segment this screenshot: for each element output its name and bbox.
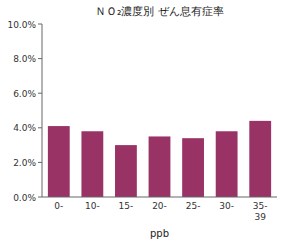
bar bbox=[249, 121, 271, 197]
x-tick-label-line: 39 bbox=[254, 212, 266, 222]
y-axis bbox=[42, 24, 43, 197]
x-tick-label-line: 30- bbox=[219, 201, 234, 211]
bar bbox=[115, 145, 137, 197]
y-tick bbox=[38, 24, 42, 25]
bar bbox=[216, 131, 238, 197]
y-tick bbox=[38, 58, 42, 59]
bar bbox=[48, 126, 70, 197]
y-tick bbox=[38, 127, 42, 128]
y-tick-label: 0.0% bbox=[13, 193, 36, 203]
x-tick-label: 15- bbox=[119, 201, 134, 211]
x-tick-label: 10- bbox=[85, 201, 100, 211]
y-tick-label: 10.0% bbox=[7, 20, 36, 30]
x-tick-label: 0- bbox=[54, 201, 63, 211]
y-tick bbox=[38, 93, 42, 94]
x-tick-label-line: 15- bbox=[119, 201, 134, 211]
x-tick-label-line: 35- bbox=[253, 201, 268, 211]
y-tick-label: 4.0% bbox=[13, 123, 36, 133]
y-tick-label: 2.0% bbox=[13, 158, 36, 168]
x-tick-label-line: 0- bbox=[54, 201, 63, 211]
title: ＮＯ₂濃度別 ぜん息有症率 bbox=[95, 5, 224, 18]
bar bbox=[149, 136, 171, 197]
y-tick-label: 6.0% bbox=[13, 89, 36, 99]
x-tick-label: 30- bbox=[219, 201, 234, 211]
x-axis bbox=[42, 197, 277, 198]
x-tick-label-line: 10- bbox=[85, 201, 100, 211]
y-tick bbox=[38, 162, 42, 163]
x-tick-label: 25- bbox=[186, 201, 201, 211]
bars bbox=[48, 121, 271, 197]
bar bbox=[81, 131, 103, 197]
chart: ＮＯ₂濃度別 ぜん息有症率 0.0% 2.0% 4.0% 6.0% 8.0% 10.0% 0-… bbox=[0, 0, 285, 243]
x-tick-label: 20- bbox=[152, 201, 167, 211]
x-tick-label-line: 20- bbox=[152, 201, 167, 211]
y-tick bbox=[38, 197, 42, 198]
x-axis-label: ppb bbox=[150, 228, 169, 239]
x-tick-label-line: 25- bbox=[186, 201, 201, 211]
x-tick-label: 35-39 bbox=[253, 201, 268, 222]
bar bbox=[182, 138, 204, 197]
y-tick-label: 8.0% bbox=[13, 54, 36, 64]
